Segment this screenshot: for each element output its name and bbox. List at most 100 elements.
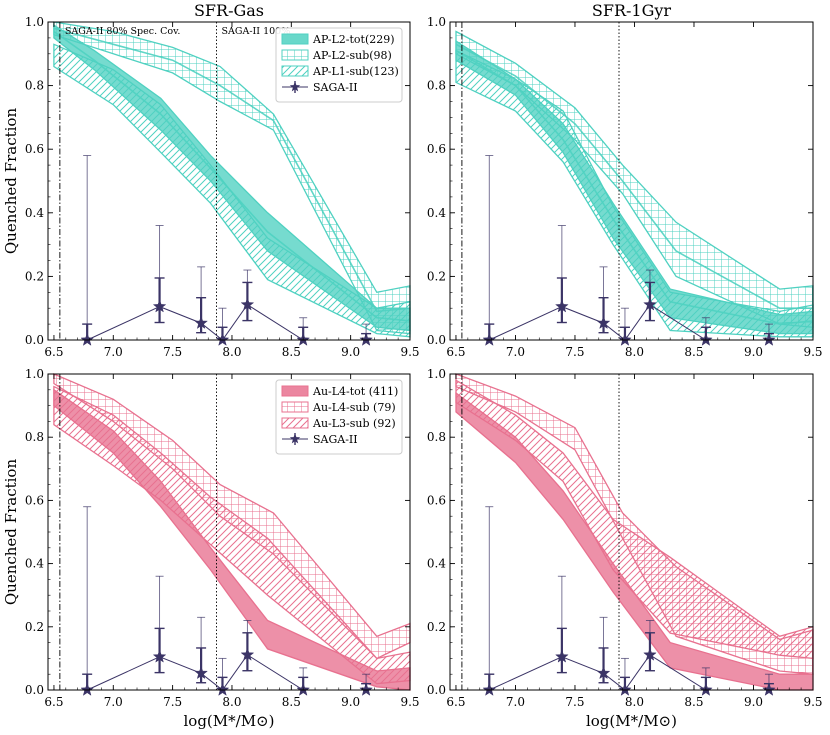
- legend-label: AP-L2-sub(98): [312, 49, 392, 62]
- x-tick-label: 9.0: [341, 345, 360, 359]
- legend-swatch: [281, 417, 309, 429]
- x-tick-label: 6.5: [446, 345, 465, 359]
- x-tick-label: 9.5: [803, 345, 822, 359]
- x-tick-label: 9.5: [400, 345, 419, 359]
- median-line-0: [53, 30, 411, 322]
- saga-star-marker: [555, 299, 569, 313]
- y-tick-label: 1.0: [25, 367, 44, 381]
- y-tick-label: 0.8: [25, 79, 44, 93]
- x-tick-label: 9.0: [744, 695, 763, 709]
- x-tick-label: 8.5: [282, 345, 301, 359]
- legend-saga-star: [289, 433, 301, 444]
- legend: AP-L2-tot(229) AP-L2-sub(98) AP-L1-sub(123…: [275, 27, 403, 103]
- legend-swatch: [281, 401, 309, 413]
- saga-star-marker: [596, 315, 611, 330]
- panel-title: SFR-1Gyr: [592, 1, 672, 20]
- y-tick-label: 0.6: [427, 493, 446, 507]
- y-tick-label: 0.6: [25, 142, 44, 156]
- saga-star-marker: [618, 682, 632, 696]
- y-tick-label: 1.0: [427, 15, 446, 29]
- x-tick-label: 7.5: [565, 345, 584, 359]
- y-tick-label: 0.8: [427, 79, 446, 93]
- panel-top-left: SAGA-II 80% Spec. Cov. SAGA-II 100% 6.5 7.0…: [2, 1, 420, 359]
- vline-label-1: SAGA-II 100%: [222, 26, 291, 37]
- x-tick-label: 7.5: [163, 695, 182, 709]
- saga-star-marker: [555, 649, 569, 663]
- x-axis-label: log(M*/M⊙): [184, 712, 275, 730]
- panel-bottom-right: 6.5 7.0 7.5 8.0 8.5 9.0 9.5 0.0 0.2 0.4 0.6 0.8 1.0 l…: [427, 367, 823, 730]
- saga-star-marker: [482, 682, 497, 696]
- y-tick-label: 0.0: [427, 333, 446, 347]
- legend-label: Au-L4-sub (79): [312, 401, 396, 414]
- x-tick-label: 9.5: [400, 695, 419, 709]
- legend-box: [275, 27, 403, 103]
- x-tick-label: 8.0: [625, 695, 644, 709]
- x-tick-label: 8.5: [684, 345, 703, 359]
- x-tick-label: 8.5: [282, 695, 301, 709]
- y-tick-label: 1.0: [25, 15, 44, 29]
- y-tick-label: 0.0: [25, 683, 44, 697]
- saga-star-marker: [80, 332, 94, 346]
- legend: Au-L4-tot (411) Au-L4-sub (79) Au-L3-sub (…: [275, 379, 403, 455]
- saga-star-marker: [643, 647, 657, 661]
- y-tick-label: 0.2: [25, 620, 44, 634]
- vline-label-0: SAGA-II 80% Spec. Cov.: [65, 26, 181, 37]
- x-tick-label: 7.5: [565, 695, 584, 709]
- panel-top-right: 6.5 7.0 7.5 8.0 8.5 9.0 9.5 0.0 0.2 0.4 0.6 0.8 1.0 S…: [427, 1, 823, 359]
- y-tick-label: 1.0: [427, 367, 446, 381]
- legend-label: SAGA-II: [313, 81, 358, 94]
- saga-star-marker: [643, 297, 657, 311]
- y-axis-label: Quenched Fraction: [2, 108, 20, 255]
- saga-star-marker: [359, 332, 373, 346]
- legend-label: Au-L3-sub (92): [312, 417, 396, 430]
- legend-swatch: [281, 33, 309, 45]
- saga-star-marker: [482, 332, 497, 346]
- x-tick-label: 6.5: [44, 345, 63, 359]
- panel-bottom-left: 6.5 7.0 7.5 8.0 8.5 9.0 9.5 0.0 0.2 0.4 0.6 0.8 1.0 Q…: [2, 367, 420, 730]
- panel-title: SFR-Gas: [194, 1, 264, 20]
- saga-star-marker: [194, 315, 208, 329]
- saga-star-marker: [152, 649, 167, 663]
- x-tick-label: 7.0: [506, 695, 525, 709]
- legend-box: [275, 379, 403, 455]
- median-line-0: [455, 49, 814, 325]
- x-axis-label: log(M*/M⊙): [586, 712, 677, 730]
- y-tick-label: 0.0: [25, 333, 44, 347]
- x-tick-label: 9.0: [744, 345, 763, 359]
- saga-star-marker: [596, 666, 611, 680]
- saga-star-marker: [762, 332, 776, 346]
- y-tick-label: 0.8: [427, 430, 446, 444]
- y-tick-label: 0.4: [427, 206, 446, 220]
- y-tick-label: 0.6: [427, 142, 446, 156]
- saga-line: [86, 304, 367, 341]
- y-tick-label: 0.4: [25, 206, 44, 220]
- legend-label: Au-L4-tot (411): [312, 385, 398, 398]
- legend-swatch: [281, 49, 309, 61]
- y-tick-label: 0.2: [427, 269, 446, 283]
- y-tick-label: 0.8: [25, 430, 44, 444]
- x-tick-label: 6.5: [446, 695, 465, 709]
- saga-star-marker: [240, 647, 255, 661]
- legend-swatch: [281, 385, 309, 397]
- saga-star-marker: [359, 682, 373, 696]
- saga-star-marker: [215, 332, 230, 346]
- x-tick-label: 8.0: [625, 345, 644, 359]
- saga-star-marker: [618, 332, 632, 346]
- x-tick-label: 7.0: [104, 695, 123, 709]
- x-tick-label: 8.5: [684, 695, 703, 709]
- x-tick-label: 9.0: [341, 695, 360, 709]
- y-tick-label: 0.0: [427, 683, 446, 697]
- y-tick-label: 0.2: [427, 620, 446, 634]
- legend-label: AP-L2-tot(229): [312, 33, 395, 46]
- x-tick-label: 8.0: [222, 695, 241, 709]
- y-axis-label: Quenched Fraction: [2, 459, 20, 606]
- x-tick-label: 9.5: [803, 695, 822, 709]
- median-line-1: [455, 43, 813, 309]
- saga-star-marker: [762, 682, 776, 696]
- legend-label: SAGA-II: [313, 433, 358, 446]
- x-tick-label: 7.5: [163, 345, 182, 359]
- legend-saga-star: [289, 81, 301, 92]
- saga-star-marker: [215, 682, 230, 696]
- legend-label: AP-L1-sub(123): [312, 65, 399, 78]
